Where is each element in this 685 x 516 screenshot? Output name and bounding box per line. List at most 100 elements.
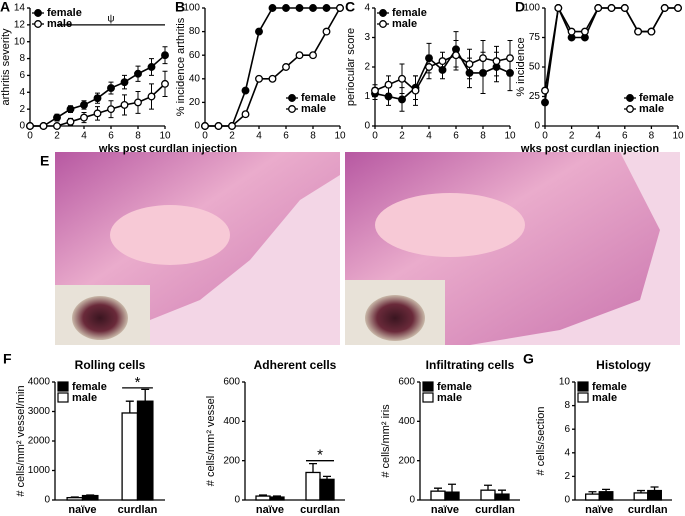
y-tick-label: 0 bbox=[44, 495, 50, 506]
data-point bbox=[322, 4, 331, 12]
y-tick-label: 1000 bbox=[28, 465, 51, 476]
data-point bbox=[295, 51, 304, 60]
y-axis-label: # cells/mm² vessel bbox=[205, 396, 217, 486]
legend-label: male bbox=[47, 18, 72, 30]
legend-swatch bbox=[577, 392, 589, 403]
panel-label: G bbox=[523, 351, 534, 367]
data-point bbox=[268, 74, 277, 83]
data-point bbox=[620, 4, 629, 12]
bar bbox=[444, 491, 460, 501]
data-point bbox=[241, 86, 250, 95]
y-axis-label: # cells/mm² vessel/min bbox=[15, 385, 27, 496]
data-point bbox=[660, 4, 669, 12]
legend-marker bbox=[34, 9, 42, 17]
x-axis-label: wks post curdlan injection bbox=[520, 143, 659, 155]
x-tick-label: 6 bbox=[453, 131, 459, 142]
x-tick-label: curdlan bbox=[118, 504, 158, 516]
y-tick-label: 25 bbox=[529, 91, 541, 102]
y-tick-label: 400 bbox=[223, 416, 240, 427]
data-point bbox=[580, 27, 589, 36]
y-axis-label: periocular score bbox=[345, 28, 357, 106]
data-point bbox=[214, 122, 223, 130]
y-tick-label: 0 bbox=[234, 495, 240, 506]
chart-title: Adherent cells bbox=[254, 358, 337, 372]
data-point bbox=[161, 51, 169, 60]
annotation: * bbox=[317, 447, 323, 464]
bar bbox=[647, 489, 662, 501]
x-tick-label: 0 bbox=[202, 131, 208, 142]
legend-swatch bbox=[577, 381, 589, 392]
data-point bbox=[93, 94, 102, 103]
legend-label: female bbox=[592, 381, 627, 393]
x-tick-label: 2 bbox=[399, 131, 405, 142]
y-tick-label: 60 bbox=[189, 50, 201, 61]
y-tick-label: 12 bbox=[14, 19, 26, 30]
data-point bbox=[295, 4, 304, 12]
data-point bbox=[268, 4, 277, 12]
x-tick-label: 0 bbox=[372, 131, 378, 142]
data-point bbox=[674, 4, 682, 12]
data-point bbox=[594, 4, 603, 12]
panel-label: A bbox=[0, 0, 10, 15]
bar bbox=[598, 491, 614, 501]
y-tick-label: 4 bbox=[564, 447, 570, 458]
bar bbox=[480, 489, 496, 501]
x-tick-label: 6 bbox=[108, 131, 114, 142]
data-point bbox=[120, 100, 129, 109]
y-tick-label: 10 bbox=[14, 36, 26, 47]
y-tick-label: 10 bbox=[559, 377, 571, 388]
histology-image-right bbox=[345, 152, 680, 345]
x-tick-label: naïve bbox=[68, 504, 96, 516]
histology-image-left bbox=[55, 152, 340, 345]
x-tick-label: 4 bbox=[256, 131, 262, 142]
data-point bbox=[425, 63, 433, 71]
legend-label: male bbox=[592, 392, 617, 404]
data-point bbox=[228, 122, 236, 130]
legend-swatch bbox=[422, 392, 434, 403]
legend-label: male bbox=[437, 392, 462, 404]
data-point bbox=[371, 86, 379, 95]
y-axis-label: # cells/section bbox=[535, 406, 547, 475]
data-point bbox=[66, 105, 75, 114]
chart-title: Infiltrating cells bbox=[426, 358, 515, 372]
x-tick-label: 2 bbox=[569, 131, 575, 142]
error-bar bbox=[498, 489, 506, 495]
y-tick-label: 600 bbox=[223, 377, 240, 388]
data-point bbox=[647, 27, 656, 36]
x-tick-label: 4 bbox=[595, 131, 601, 142]
data-point bbox=[255, 74, 263, 83]
y-axis-label: arthritis severity bbox=[0, 28, 12, 106]
data-point bbox=[134, 69, 142, 78]
data-point bbox=[398, 95, 406, 104]
y-axis-label: % incidence bbox=[515, 37, 527, 96]
y-tick-label: 0 bbox=[364, 121, 370, 132]
legend-label: female bbox=[72, 381, 107, 393]
y-tick-label: 8 bbox=[19, 53, 25, 64]
x-tick-label: 0 bbox=[27, 131, 33, 142]
bar bbox=[136, 400, 154, 501]
data-point bbox=[479, 54, 487, 63]
x-tick-label: 8 bbox=[310, 131, 316, 142]
data-point bbox=[93, 109, 102, 118]
bar bbox=[430, 490, 446, 501]
data-point bbox=[201, 122, 209, 130]
legend-swatch bbox=[422, 381, 434, 392]
x-tick-label: 4 bbox=[81, 131, 87, 142]
legend-marker bbox=[288, 94, 296, 102]
x-tick-label: curdlan bbox=[475, 504, 515, 516]
x-tick-label: naïve bbox=[585, 504, 613, 516]
y-axis-label: % incidence arthritis bbox=[175, 17, 187, 116]
data-point bbox=[66, 117, 75, 126]
data-point bbox=[398, 74, 406, 83]
x-tick-label: naïve bbox=[256, 504, 284, 516]
y-tick-label: 100 bbox=[183, 3, 200, 14]
legend-marker bbox=[379, 9, 387, 17]
legend-label: male bbox=[301, 103, 326, 115]
y-tick-label: 0 bbox=[19, 121, 25, 132]
legend-marker bbox=[626, 94, 634, 102]
x-tick-label: 4 bbox=[426, 131, 432, 142]
bar bbox=[121, 412, 139, 501]
panel-label: F bbox=[3, 351, 12, 367]
y-tick-label: 4000 bbox=[28, 377, 51, 388]
